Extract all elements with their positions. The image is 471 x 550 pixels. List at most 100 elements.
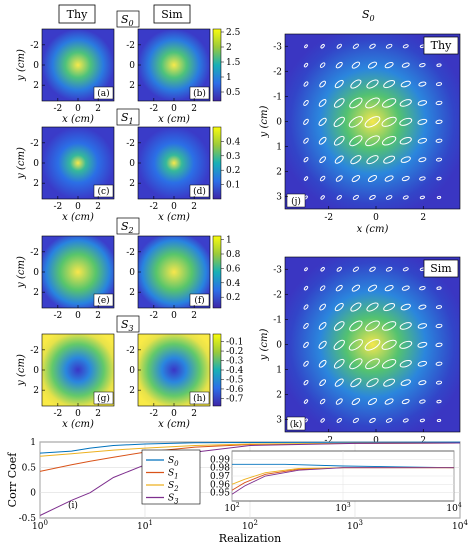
y-tick-label: 0	[33, 61, 39, 71]
y-axis-label: y (cm)	[259, 329, 270, 362]
y-tick-label: 0	[129, 159, 135, 169]
colorbar-tick-label: 0.1	[226, 181, 240, 191]
y-tick-label: -2	[30, 346, 39, 356]
colorbar-tick-label: 0.2	[226, 166, 240, 176]
inset-series-line	[232, 463, 455, 469]
x-axis-label: x (cm)	[62, 419, 94, 430]
panel-tag: (b)	[193, 88, 206, 99]
y-tick-label: 0	[33, 159, 39, 169]
y-tick-label: 0	[129, 61, 135, 71]
x-tick-label: 0	[171, 409, 177, 419]
x-tick-label: 2	[95, 104, 101, 114]
y-tick-label: -2	[273, 67, 282, 77]
colorbar-tick-label: 0.2	[226, 293, 240, 303]
y-tick-label: 0	[276, 340, 282, 350]
inset-y-tick-label: 0.98	[210, 464, 230, 474]
x-axis-label: x (cm)	[158, 212, 190, 223]
x-axis-label: x (cm)	[62, 212, 94, 223]
y-tick-label: 2	[33, 179, 39, 189]
panel-badge: Sim	[430, 262, 452, 275]
colorbar-tick-label: -0.3	[226, 357, 244, 367]
svg-text:S3: S3	[121, 318, 134, 333]
x-tick-label: 104	[452, 519, 468, 532]
colorbar-gradient	[212, 28, 222, 102]
row-label: S3	[116, 315, 140, 333]
colorbar-tick-label: 2	[226, 43, 232, 53]
panel-badge: Thy	[431, 39, 452, 52]
y-tick-label: 0	[33, 366, 39, 376]
y-tick-label: 0	[129, 366, 135, 376]
panel-tag: (c)	[97, 186, 109, 197]
x-tick-label: -2	[149, 104, 158, 114]
x-tick-label: 2	[191, 104, 197, 114]
map-panel: (b)-202-2 0 2x (cm)	[126, 28, 211, 125]
svg-text:S1: S1	[121, 111, 134, 126]
x-tick-label: 101	[137, 519, 153, 532]
y-tick-label: 2	[33, 81, 39, 91]
y-tick-label: 2	[276, 167, 282, 177]
y-tick-label: 1	[276, 142, 282, 152]
y-tick-label: 1	[30, 438, 36, 448]
x-tick-label: -2	[53, 311, 62, 321]
inset-x-tick-label: 103	[335, 502, 350, 514]
y-tick-label: 2	[129, 81, 135, 91]
y-tick-label: -2	[126, 346, 135, 356]
colorbar-tick-label: 2.5	[226, 28, 241, 38]
row-label: S0	[116, 10, 140, 28]
x-tick-label: -2	[53, 104, 62, 114]
x-tick-label: 0	[75, 311, 81, 321]
y-axis-label: y (cm)	[16, 354, 27, 387]
inset-y-tick-label: 0.99	[210, 455, 230, 465]
panel-tag: (i)	[68, 500, 78, 511]
header-thy: Thy	[67, 8, 88, 21]
inset-x-tick-label: 104	[446, 502, 461, 514]
svg-text:S0: S0	[121, 13, 134, 28]
row-label: S1	[116, 108, 140, 126]
polarization-ellipses	[303, 266, 443, 424]
legend-entry: S3	[168, 494, 179, 506]
panel-tag: (f)	[194, 295, 204, 306]
y-tick-label: -2	[30, 41, 39, 51]
y-tick-label: -2	[273, 290, 282, 300]
x-tick-label: -2	[149, 409, 158, 419]
x-tick-label: 100	[32, 519, 48, 532]
colorbar-tick-label: 0.8	[226, 250, 241, 260]
panel-tag: (g)	[97, 393, 110, 404]
x-tick-label: 0	[171, 104, 177, 114]
x-tick-label: 102	[242, 519, 258, 532]
colorbar-tick-label: 0.3	[226, 152, 241, 162]
y-tick-label: -2	[126, 139, 135, 149]
polarization-image	[284, 33, 461, 210]
x-tick-label: 2	[191, 311, 197, 321]
polarization-image	[284, 256, 461, 433]
inset-chart: 0.990.980.970.960.95 102 103 104	[210, 450, 462, 514]
panel-tag: (a)	[97, 88, 109, 99]
x-tick-label: 103	[347, 519, 363, 532]
panel-tag: (k)	[290, 419, 302, 430]
y-tick-label: 2	[276, 390, 282, 400]
colorbar-tick-label: 1	[226, 236, 232, 246]
y-axis-label: Corr Coef	[6, 452, 19, 508]
panel-tag: (e)	[97, 295, 109, 306]
inset-y-tick-label: 0.97	[210, 472, 230, 482]
colorbar-tick-label: -0.5	[226, 375, 244, 385]
x-tick-label: 0	[75, 104, 81, 114]
y-tick-label: 3	[276, 415, 282, 425]
colorbar: 0.4 0.3 0.2 0.1	[212, 126, 241, 200]
y-tick-label: 2	[33, 386, 39, 396]
y-tick-label: -0.5	[19, 514, 37, 524]
panel-tag: (j)	[291, 196, 301, 207]
colorbar-gradient	[212, 235, 222, 309]
x-tick-label: 2	[95, 202, 101, 212]
colorbar-tick-label: 1.5	[226, 58, 241, 68]
x-tick-label: 2	[420, 436, 426, 446]
map-panel: (f) -2 0 2 -2 0 2	[126, 235, 211, 321]
y-tick-label: 0	[129, 268, 135, 278]
inset-x-tick-label: 102	[224, 502, 239, 514]
x-axis-label: x (cm)	[62, 114, 94, 125]
y-tick-label: 0	[276, 117, 282, 127]
